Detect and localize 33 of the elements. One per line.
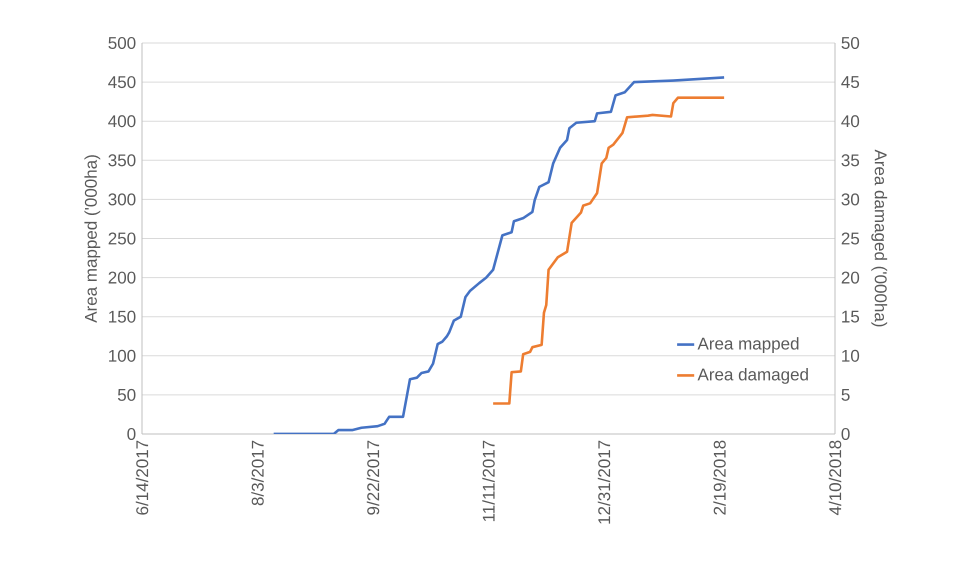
x-tick-label: 8/3/2017 — [251, 440, 264, 506]
y-tick-label: 300 — [108, 193, 136, 206]
y-tick-label: 250 — [108, 232, 136, 245]
y2-tick-label: 5 — [842, 388, 850, 401]
x-tick-label: 12/31/2017 — [598, 440, 610, 524]
y2-tick-label: 0 — [842, 428, 850, 440]
y2-tick-label: 40 — [841, 115, 860, 128]
y2-axis-title: Area damaged ('000ha) — [871, 149, 888, 326]
y2-tick-label: 15 — [842, 310, 860, 323]
y-tick-label: 150 — [109, 310, 136, 323]
y2-tick-label: 25 — [842, 232, 860, 245]
y2-tick-label: 45 — [841, 76, 860, 88]
x-tick-label: 9/22/2017 — [366, 440, 380, 515]
y-tick-label: 50 — [118, 388, 136, 401]
x-tick-label: 4/10/2018 — [828, 440, 842, 516]
y-tick-label: 100 — [109, 350, 136, 362]
legend-label: Area mapped — [698, 337, 798, 353]
y2-tick-label: 30 — [842, 193, 860, 206]
y2-tick-label: 35 — [842, 154, 860, 166]
x-tick-label: 11/11/2017 — [482, 440, 495, 522]
y-tick-label: 400 — [108, 115, 136, 128]
x-tick-label: 6/14/2017 — [136, 440, 148, 515]
y2-tick-label: 20 — [842, 272, 860, 284]
y-axis-title: Area mapped ('000ha) — [84, 155, 100, 323]
y2-tick-label: 50 — [842, 36, 860, 50]
y-tick-label: 450 — [108, 76, 136, 88]
y-tick-label: 200 — [108, 272, 136, 284]
y-tick-label: 500 — [108, 36, 136, 50]
x-tick-label: 2/19/2018 — [713, 440, 726, 515]
y-tick-label: 350 — [108, 154, 136, 166]
y2-tick-label: 10 — [842, 350, 860, 362]
legend-label: Area damaged — [698, 368, 808, 384]
y-tick-label: 0 — [127, 428, 136, 440]
